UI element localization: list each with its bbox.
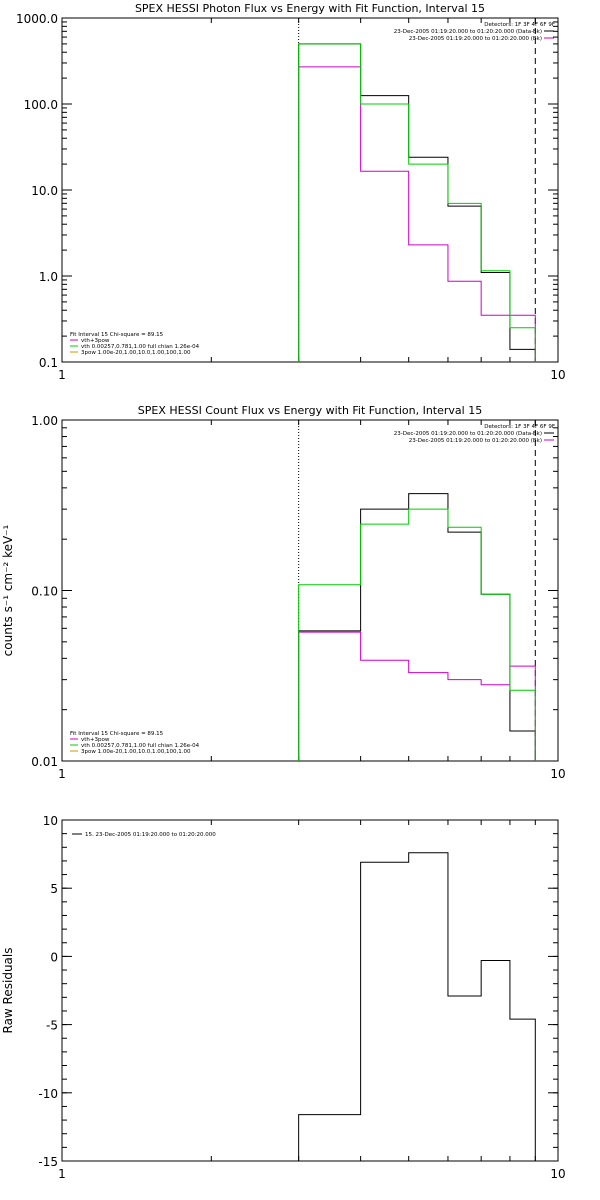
legend-item-label: 23-Dec-2005 01:19:20.000 to 01:20:20.000… [394, 431, 542, 437]
legend-item-label: 3pow 1.00e-20,1.00,10.0,1.00,100,1.00 [81, 749, 191, 755]
plot-frame [61, 819, 559, 1162]
plot-frame [61, 17, 559, 363]
y-axis-label: Raw Residuals [1, 948, 15, 1034]
y-tick-label: 10.0 [31, 184, 58, 198]
y-tick-label: 1.00 [31, 414, 58, 428]
x-tick-label: 10 [550, 368, 565, 382]
chart-panel-2: SPEX HESSI Count Flux vs Energy with Fit… [1, 404, 566, 781]
legend-item-label: 23-Dec-2005 01:19:20.000 to 01:20:20.000… [394, 29, 542, 35]
y-tick-label: 0.1 [39, 356, 58, 370]
y-tick-label: 1.0 [39, 270, 58, 284]
legend-item-label: 3pow 1.00e-20,1.00,10.0,1.00,100,1.00 [81, 350, 191, 356]
chart-panel-3: 1 10 10 5 0 -5 -10 -15 Raw Residuals 15. 23-Dec-2… [1, 814, 566, 1181]
y-tick-label: -15 [38, 1155, 58, 1169]
series-2-steps [298, 66, 536, 362]
y-tick-label: 10 [43, 814, 58, 828]
legend-fit-header: Fit Interval 15 Chi-square = 89.15 [70, 332, 164, 338]
series-2-steps [298, 631, 536, 761]
legend-detectors: Detectors: 1F 3F 4F 6F 9F [484, 424, 555, 430]
y-tick-label: 0 [50, 950, 58, 964]
y-tick-label: 0.10 [31, 585, 58, 599]
legend-fit-header: Fit Interval 15 Chi-square = 89.15 [70, 731, 164, 737]
chart-panel-1: SPEX HESSI Photon Flux vs Energy with Fi… [16, 2, 566, 382]
x-tick-label: 10 [550, 1167, 565, 1181]
y-tick-label: 0.01 [31, 755, 58, 769]
legend-item-label: 23-Dec-2005 01:19:20.000 to 01:20:20.000… [409, 438, 542, 444]
legend-item-label: vth 0.00257,0.781,1.00 full chian 1.26e-… [81, 743, 200, 749]
x-tick-label: 1 [58, 368, 66, 382]
legend-item-label: 15. 23-Dec-2005 01:19:20.000 to 01:20:20… [85, 832, 216, 838]
legend-item-label: 23-Dec-2005 01:19:20.000 to 01:20:20.000… [409, 36, 542, 42]
chart-title: SPEX HESSI Photon Flux vs Energy with Fi… [135, 2, 485, 15]
y-tick-label: -5 [46, 1019, 58, 1033]
y-tick-label: 100.0 [24, 98, 58, 112]
legend-item-label: vth+3pow [81, 737, 110, 743]
series-3-steps [298, 43, 536, 362]
x-tick-label: 1 [58, 767, 66, 781]
legend-item-label: vth+3pow [81, 338, 110, 344]
plot-frame [61, 419, 559, 762]
series-3-steps [298, 508, 536, 761]
y-axis-label: counts s⁻¹ cm⁻² keV⁻¹ [1, 524, 15, 656]
legend-detectors: Detectors: 1F 3F 4F 6F 9F [484, 22, 555, 28]
y-tick-label: 5 [50, 882, 58, 896]
series-1-steps [298, 493, 536, 761]
y-tick-label: 1000.0 [16, 12, 58, 26]
y-tick-label: -10 [38, 1087, 58, 1101]
chart-title: SPEX HESSI Count Flux vs Energy with Fit… [138, 404, 482, 417]
series-1-steps [298, 852, 536, 1161]
series-1-steps [298, 43, 536, 362]
x-tick-label: 10 [550, 767, 565, 781]
legend-item-label: vth 0.00257,0.781,1.00 full chian 1.26e-… [81, 344, 200, 350]
x-tick-label: 1 [58, 1167, 66, 1181]
